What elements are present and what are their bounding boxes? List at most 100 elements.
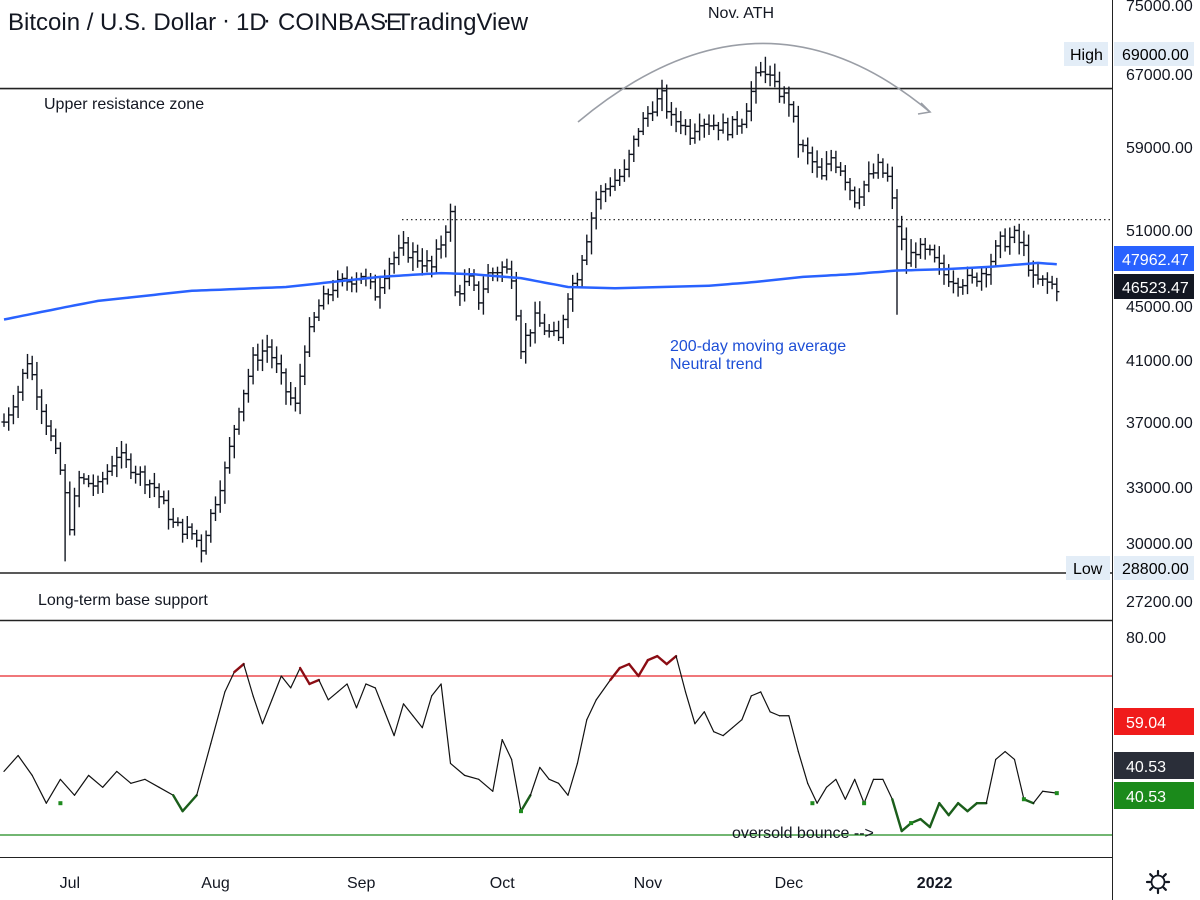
indicator-segment bbox=[431, 683, 442, 697]
indicator-segment bbox=[45, 778, 62, 804]
indicator-segment bbox=[271, 675, 282, 701]
time-tick: Oct bbox=[490, 875, 515, 892]
indicator-segment bbox=[102, 770, 118, 788]
indicator-segment bbox=[825, 778, 837, 788]
indicator-segment bbox=[769, 711, 781, 717]
moving-average-line[interactable] bbox=[3, 261, 1057, 321]
high-label: High bbox=[1070, 47, 1103, 64]
indicator-segment bbox=[1004, 750, 1016, 761]
indicator-segment bbox=[116, 770, 132, 784]
indicator-segment bbox=[421, 695, 433, 729]
indicator-segment bbox=[1042, 790, 1058, 794]
ma-annotation: 200-day moving average bbox=[670, 338, 846, 355]
indicator-segment bbox=[280, 675, 292, 689]
ath-arc-arrow bbox=[577, 42, 931, 123]
oversold-marker bbox=[58, 801, 63, 806]
indicator-segment bbox=[308, 678, 321, 686]
last-price-tag bbox=[1114, 274, 1194, 299]
time-tick: 2022 bbox=[917, 875, 953, 892]
price-tick: 59000.00 bbox=[1126, 140, 1193, 157]
indicator-segment bbox=[627, 662, 640, 678]
indicator-segment bbox=[393, 703, 405, 737]
indicator-segment bbox=[529, 766, 541, 796]
indicator-segment bbox=[684, 691, 696, 725]
title-separator-dot: · bbox=[263, 7, 271, 34]
price-pane[interactable] bbox=[0, 0, 1112, 620]
indicator-segment bbox=[224, 671, 235, 693]
indicator-segment bbox=[609, 666, 621, 682]
indicator-segment bbox=[374, 687, 386, 713]
price-axis[interactable]: 75000.00 67000.00 59000.00 51000.00 4500… bbox=[1126, 0, 1193, 647]
indicator-segment bbox=[355, 683, 367, 709]
exchange-label[interactable]: COINBASE bbox=[278, 9, 402, 36]
indicator-segment bbox=[492, 738, 503, 792]
interval-label[interactable]: 1D bbox=[236, 9, 267, 36]
indicator-segment bbox=[567, 762, 579, 796]
indicator-segment bbox=[854, 778, 865, 804]
indicator-segment bbox=[73, 774, 90, 796]
oversold-marker bbox=[909, 821, 914, 826]
settings-gear-icon[interactable] bbox=[1145, 869, 1171, 895]
indicator-segment bbox=[844, 778, 856, 800]
indicator-segment bbox=[501, 738, 513, 761]
indicator-segment bbox=[665, 654, 678, 666]
indicator-segment bbox=[637, 658, 650, 678]
high-value-box bbox=[1114, 42, 1194, 66]
high-label-box bbox=[1064, 42, 1108, 66]
indicator-segment bbox=[130, 778, 146, 784]
overbought-value: 59.04 bbox=[1126, 715, 1166, 732]
indicator-segment bbox=[703, 711, 715, 733]
ohlc-bar bbox=[1054, 277, 1060, 302]
indicator-segment bbox=[956, 802, 969, 813]
indicator-series bbox=[3, 654, 1059, 833]
low-value: 28800.00 bbox=[1122, 561, 1189, 578]
upper-resistance-annotation: Upper resistance zone bbox=[44, 96, 204, 113]
time-tick: Jul bbox=[60, 875, 80, 892]
indicator-segment bbox=[576, 719, 588, 765]
title-separator-dot: · bbox=[222, 7, 230, 34]
indicator-segment bbox=[261, 699, 273, 725]
oversold-marker bbox=[1054, 791, 1059, 796]
indicator-pane[interactable] bbox=[0, 621, 1112, 858]
ath-annotation: Nov. ATH bbox=[708, 5, 774, 22]
price-tick: 67000.00 bbox=[1126, 67, 1193, 84]
oversold-marker bbox=[519, 809, 523, 814]
price-tick: 41000.00 bbox=[1126, 353, 1193, 370]
time-axis[interactable]: Jul Aug Sep Oct Nov Dec 2022 bbox=[60, 875, 953, 892]
indicator-segment bbox=[966, 802, 979, 813]
price-tick: 33000.00 bbox=[1126, 480, 1193, 497]
indicator-segment bbox=[539, 766, 550, 780]
oversold-marker bbox=[862, 801, 867, 806]
low-label: Low bbox=[1073, 561, 1103, 578]
indicator-segment bbox=[938, 802, 950, 817]
price-tick: 51000.00 bbox=[1126, 223, 1193, 240]
oversold-annotation: oversold bounce --> bbox=[732, 825, 874, 842]
indicator-segment bbox=[656, 654, 668, 666]
indicator-segment bbox=[835, 778, 846, 800]
indicator-segment bbox=[478, 778, 494, 792]
oversold-tag bbox=[1114, 782, 1194, 809]
symbol-name[interactable]: Bitcoin / U.S. Dollar bbox=[8, 9, 216, 36]
indicator-segment bbox=[741, 695, 752, 721]
price-tick: 30000.00 bbox=[1126, 536, 1193, 553]
indicator-segment bbox=[3, 754, 19, 773]
indicator-segment bbox=[1032, 790, 1044, 804]
indicator-segment bbox=[210, 691, 226, 745]
price-tick: 27200.00 bbox=[1126, 594, 1193, 611]
indicator-segment bbox=[731, 719, 743, 729]
indicator-segment bbox=[519, 794, 532, 813]
level-lines bbox=[0, 87, 1112, 836]
indicator-segment bbox=[797, 750, 809, 784]
arrow-head-icon bbox=[917, 102, 932, 115]
indicator-segment bbox=[59, 778, 76, 796]
indicator-segment bbox=[327, 691, 339, 701]
indicator-segment bbox=[548, 778, 560, 784]
price-tick: 75000.00 bbox=[1126, 0, 1193, 15]
indicator-segment bbox=[995, 750, 1006, 761]
indicator-segment bbox=[440, 683, 452, 765]
indicator-segment bbox=[243, 663, 254, 697]
ma-trend-annotation: Neutral trend bbox=[670, 356, 763, 373]
oversold-marker bbox=[810, 801, 815, 806]
indicator-segment bbox=[402, 703, 414, 717]
